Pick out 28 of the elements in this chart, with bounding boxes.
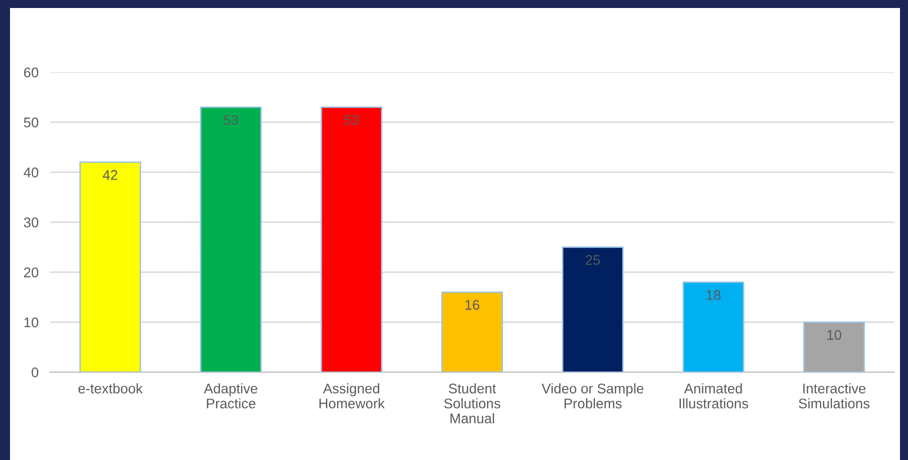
data-label: 10	[827, 330, 842, 340]
data-label: 16	[465, 300, 480, 310]
x-tick-label: Video or Sample Problems	[542, 383, 644, 408]
x-tick-label: Student Solutions Manual	[444, 383, 500, 424]
y-tick-label: 0	[32, 367, 38, 378]
data-label: 53	[344, 115, 359, 125]
y-tick-label: 10	[24, 317, 38, 328]
data-label: 42	[102, 170, 118, 180]
y-tick-label: 60	[24, 68, 38, 78]
bar	[441, 291, 504, 372]
bar	[200, 106, 262, 372]
y-tick-label: 20	[24, 268, 38, 278]
bar	[682, 281, 744, 372]
x-tick-label: Assigned Homework	[319, 383, 385, 408]
x-tick-label: Animated Illustrations	[680, 383, 748, 408]
bar	[803, 321, 865, 372]
y-tick-label: 30	[24, 218, 38, 228]
data-label: 25	[586, 255, 600, 265]
x-tick-label: e-textbook	[78, 383, 143, 394]
y-tick-label: 40	[24, 168, 38, 178]
y-tick-label: 50	[24, 118, 38, 128]
bar	[320, 106, 382, 372]
data-label: 18	[706, 290, 721, 300]
x-tick-label: Adaptive Practice	[204, 383, 258, 408]
bar	[79, 162, 142, 372]
x-tick-label: Interactive Simulations	[798, 383, 870, 408]
bar	[562, 246, 624, 372]
data-label: 53	[224, 115, 238, 125]
